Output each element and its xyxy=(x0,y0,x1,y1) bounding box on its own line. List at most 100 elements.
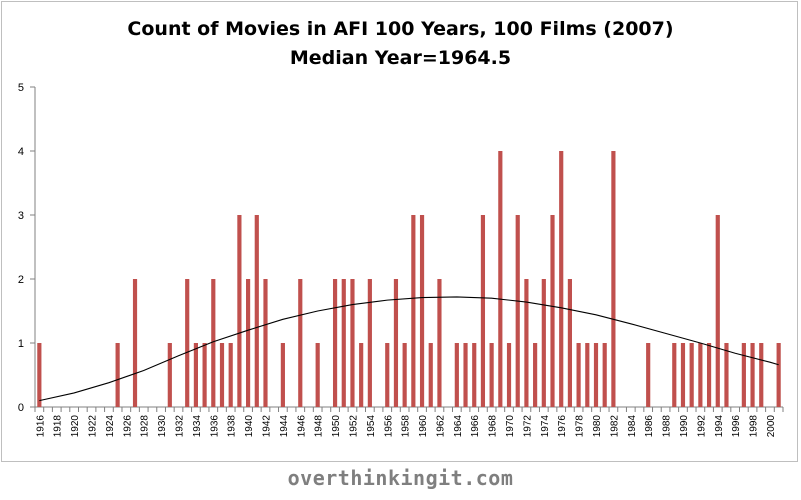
bar-1938 xyxy=(228,343,233,407)
x-tick-label-1984: 1984 xyxy=(627,415,638,438)
x-tick-label-1974: 1974 xyxy=(540,415,551,438)
x-tick-label-1964: 1964 xyxy=(453,415,464,438)
bar-1925 xyxy=(115,343,120,407)
x-tick-label-1934: 1934 xyxy=(192,415,203,438)
bar-1965 xyxy=(463,343,468,407)
y-tick-label-2: 2 xyxy=(18,274,24,286)
x-tick-label-1990: 1990 xyxy=(679,415,690,438)
x-tick-label-1938: 1938 xyxy=(227,415,238,438)
y-tick-label-3: 3 xyxy=(18,210,24,222)
bar-1971 xyxy=(515,215,520,407)
bar-1982 xyxy=(611,151,616,407)
bar-1980 xyxy=(593,343,599,407)
bar-1959 xyxy=(411,215,416,407)
bar-1941 xyxy=(254,215,259,407)
bar-1931 xyxy=(167,343,172,407)
bar-1936 xyxy=(211,279,216,407)
x-tick-label-1944: 1944 xyxy=(279,415,290,438)
bar-1935 xyxy=(202,343,207,407)
bar-1995 xyxy=(724,343,729,407)
distribution-curve xyxy=(39,296,779,402)
bar-1969 xyxy=(498,151,503,407)
y-tick-label-4: 4 xyxy=(18,146,24,158)
bar-1937 xyxy=(219,343,225,407)
bar-1986 xyxy=(646,343,651,407)
x-tick-label-1998: 1998 xyxy=(749,415,760,438)
bar-1981 xyxy=(602,343,607,407)
bar-1993 xyxy=(706,343,712,407)
bar-1972 xyxy=(524,279,529,407)
x-tick-label-1978: 1978 xyxy=(575,415,586,438)
bar-1964 xyxy=(454,343,459,407)
x-tick-label-1950: 1950 xyxy=(331,415,342,438)
bar-1968 xyxy=(489,343,494,407)
bar-1966 xyxy=(472,343,477,407)
x-tick-label-1958: 1958 xyxy=(401,415,412,438)
x-tick-label-1972: 1972 xyxy=(522,415,533,438)
bar-1977 xyxy=(567,279,572,407)
bar-2001 xyxy=(776,343,781,407)
bar-1939 xyxy=(237,215,242,407)
bar-1997 xyxy=(741,343,746,407)
x-tick-label-1954: 1954 xyxy=(366,415,377,438)
x-tick-label-1930: 1930 xyxy=(157,415,168,438)
bar-1957 xyxy=(393,279,399,407)
x-tick-label-1946: 1946 xyxy=(296,415,307,438)
x-tick-label-1942: 1942 xyxy=(261,415,272,438)
bar-1967 xyxy=(480,215,486,407)
bar-1978 xyxy=(576,343,581,407)
bar-1989 xyxy=(672,343,677,407)
x-tick-label-1988: 1988 xyxy=(662,415,673,438)
x-tick-label-1918: 1918 xyxy=(53,415,64,438)
bar-1960 xyxy=(419,215,425,407)
x-tick-label-1936: 1936 xyxy=(209,415,220,438)
bar-1940 xyxy=(246,279,251,407)
bar-1946 xyxy=(298,279,303,407)
y-tick-label-0: 0 xyxy=(18,402,24,414)
bar-1933 xyxy=(185,279,190,407)
bar-1956 xyxy=(385,343,390,407)
x-tick-label-1932: 1932 xyxy=(175,415,186,438)
x-tick-label-1920: 1920 xyxy=(70,415,81,438)
bar-1944 xyxy=(280,343,285,407)
bar-1991 xyxy=(689,343,694,407)
bar-1953 xyxy=(359,343,364,407)
bar-1992 xyxy=(698,343,703,407)
x-tick-label-1928: 1928 xyxy=(140,415,151,438)
bar-1998 xyxy=(750,343,755,407)
bar-1974 xyxy=(541,279,546,407)
bar-1916 xyxy=(37,343,42,407)
chart-title: Count of Movies in AFI 100 Years, 100 Fi… xyxy=(127,18,674,40)
bar-1970 xyxy=(506,343,512,407)
bar-1973 xyxy=(533,343,538,407)
bar-1994 xyxy=(715,215,720,407)
x-tick-label-1960: 1960 xyxy=(418,415,429,438)
chart-subtitle: Median Year=1964.5 xyxy=(289,47,512,69)
x-tick-label-1962: 1962 xyxy=(435,415,446,438)
bar-1942 xyxy=(263,279,268,407)
bar-1975 xyxy=(550,215,555,407)
bar-1951 xyxy=(341,279,346,407)
bar-1948 xyxy=(315,343,320,407)
x-tick-label-1968: 1968 xyxy=(488,415,499,438)
bar-1950 xyxy=(332,279,338,407)
x-tick-label-1982: 1982 xyxy=(609,415,620,438)
bar-1927 xyxy=(132,279,138,407)
x-tick-label-1992: 1992 xyxy=(696,415,707,438)
x-tick-label-1956: 1956 xyxy=(383,415,394,438)
x-tick-label-1966: 1966 xyxy=(470,415,481,438)
x-tick-label-1986: 1986 xyxy=(644,415,655,438)
y-tick-label-5: 5 xyxy=(18,82,24,94)
bar-1962 xyxy=(437,279,442,407)
bar-1979 xyxy=(585,343,590,407)
y-tick-label-1: 1 xyxy=(18,338,24,350)
bar-1934 xyxy=(193,343,198,407)
x-tick-label-2000: 2000 xyxy=(766,415,777,438)
x-tick-label-1980: 1980 xyxy=(592,415,603,438)
x-tick-label-1994: 1994 xyxy=(714,415,725,438)
x-tick-label-1976: 1976 xyxy=(557,415,568,438)
x-tick-label-1924: 1924 xyxy=(105,415,116,438)
bar-1999 xyxy=(759,343,764,407)
x-tick-label-1926: 1926 xyxy=(122,415,133,438)
